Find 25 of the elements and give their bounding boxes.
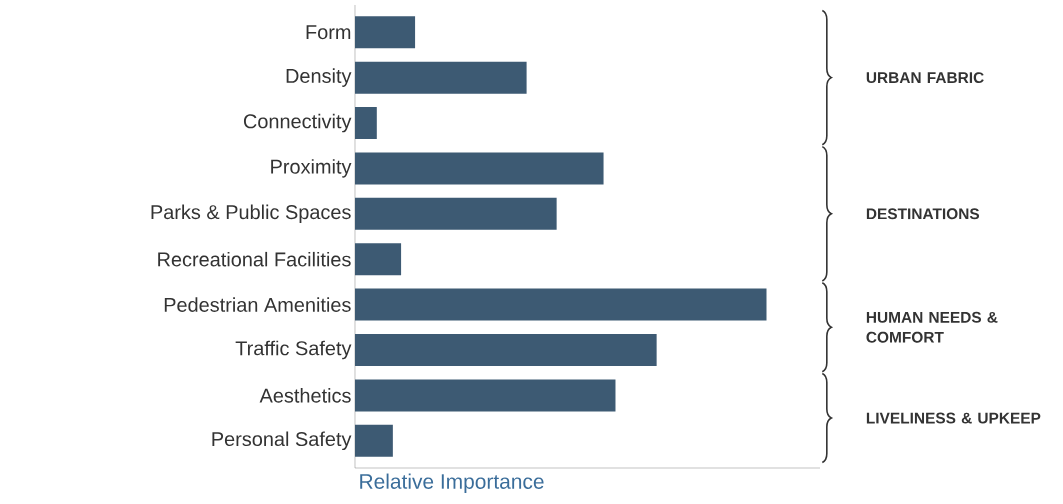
bar <box>355 197 557 230</box>
bar <box>355 424 393 457</box>
bar <box>355 288 767 321</box>
x-axis-title: Relative Importance <box>360 473 544 494</box>
y-tick-label: Parks & Public Spaces <box>151 204 351 224</box>
bar <box>355 243 402 276</box>
y-tick-label: Aesthetics <box>259 388 351 403</box>
text: LIVELINESS & UPKEEP <box>866 412 1041 424</box>
bar <box>355 61 527 94</box>
y-tick-label: Density <box>286 68 352 87</box>
bar <box>355 16 416 49</box>
y-tick-label: Recreational Facilities <box>158 251 351 267</box>
bar <box>355 152 604 185</box>
text: URBAN FABRIC <box>866 72 984 84</box>
bar <box>355 107 377 140</box>
y-tick-label: Connectivity <box>243 113 352 133</box>
bar <box>355 333 657 366</box>
text: HUMAN NEEDS & COMFORT <box>866 311 998 343</box>
y-tick-label: Pedestrian Amenities <box>164 297 351 312</box>
bar <box>355 379 616 412</box>
text: DESTINATIONS <box>866 208 980 220</box>
y-tick-label: Form <box>306 25 351 40</box>
y-tick-label: Traffic Safety <box>235 340 352 360</box>
y-tick-label: Proximity <box>271 159 352 178</box>
y-tick-label: Personal Safety <box>212 431 352 451</box>
